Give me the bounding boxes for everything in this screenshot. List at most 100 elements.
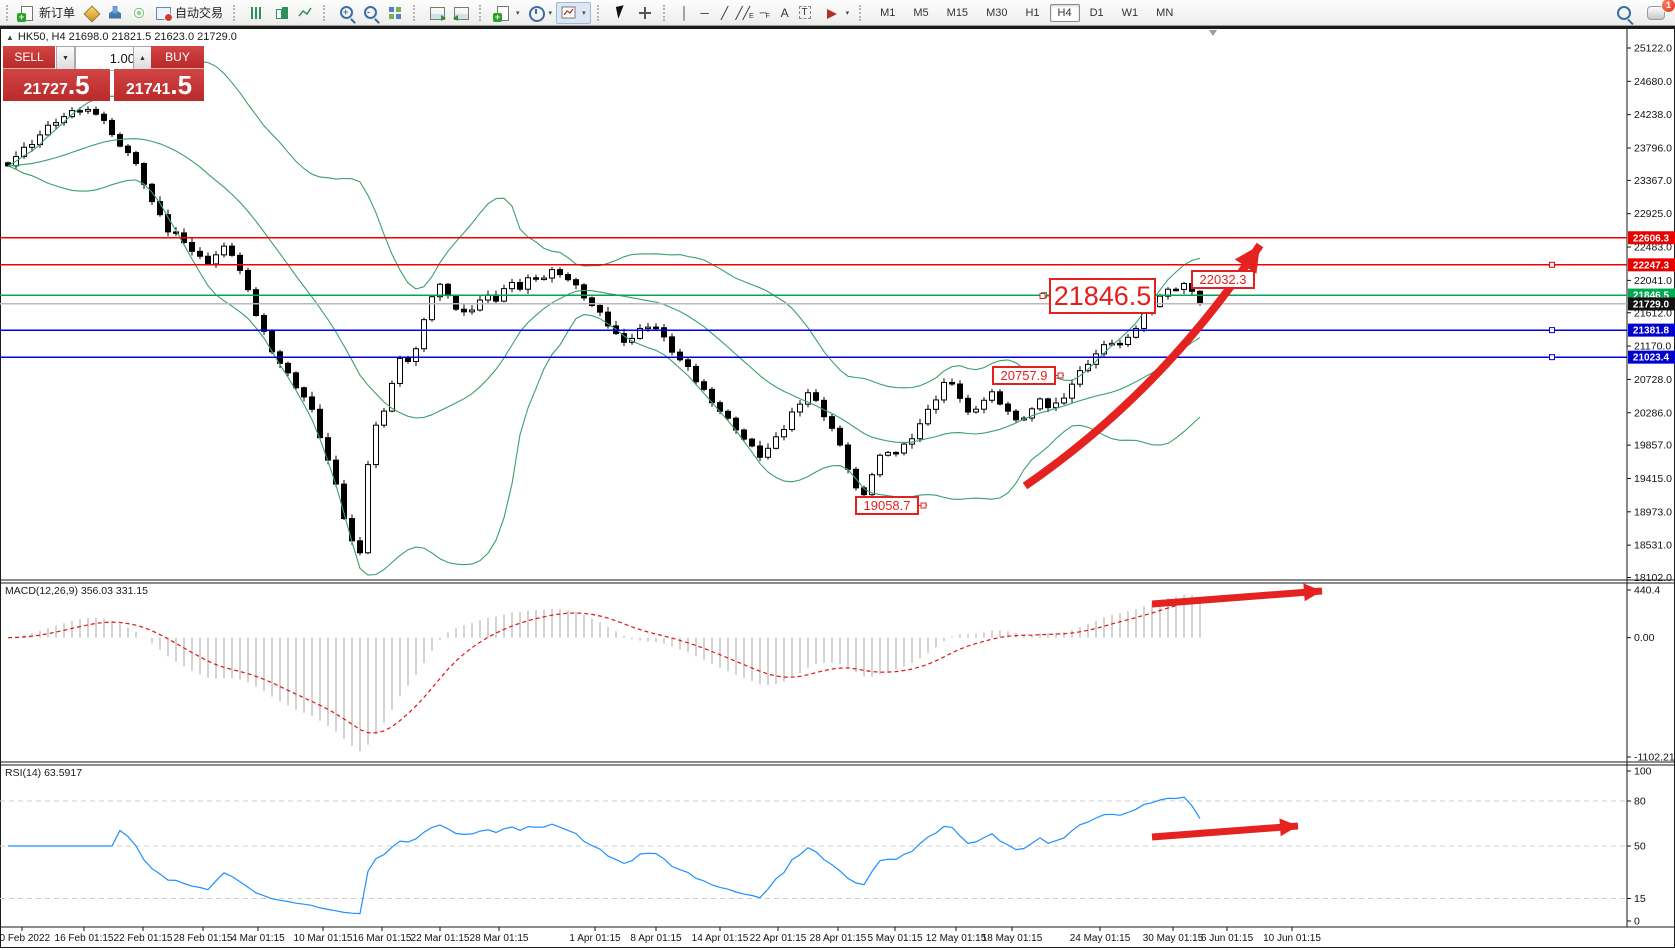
price-trend-arrowhead[interactable]	[1234, 245, 1260, 274]
svg-text:22041.0: 22041.0	[1634, 275, 1672, 287]
equidistant-channel-subscript: E	[748, 12, 754, 20]
crosshair-icon	[637, 5, 653, 21]
text-button[interactable]: A	[775, 3, 795, 22]
svg-text:1 Apr 01:15: 1 Apr 01:15	[569, 933, 621, 944]
svg-text:24680.0: 24680.0	[1634, 76, 1672, 88]
arrow-objects-button[interactable]: ▾	[821, 3, 854, 23]
svg-text:16 Mar 01:15: 16 Mar 01:15	[353, 933, 412, 944]
timeframe-H1[interactable]: H1	[1025, 6, 1040, 19]
text-label-icon: T	[798, 6, 811, 19]
buy-button[interactable]: BUY	[151, 46, 204, 69]
new-chart-icon: +	[493, 5, 511, 22]
bar-chart-button[interactable]	[245, 3, 269, 23]
zoom-out-button[interactable]: -	[359, 3, 383, 23]
tile-windows-button[interactable]	[383, 3, 407, 23]
svg-text:-1102.21: -1102.21	[1634, 752, 1675, 764]
svg-text:5 May 01:15: 5 May 01:15	[867, 933, 922, 944]
chart-shift-marker[interactable]	[1209, 30, 1217, 36]
price-annotation-20757[interactable]: 20757.9	[992, 366, 1056, 385]
axis-tag-21729.0	[1628, 297, 1675, 311]
new-order-button[interactable]: + 新订单	[15, 2, 79, 23]
fibonacci-retracement-button[interactable]: ┄ F	[755, 3, 775, 22]
collapse-panel-arrow[interactable]: ▲	[6, 33, 14, 42]
svg-text:19857.0: 19857.0	[1634, 440, 1672, 452]
buy-price[interactable]: 21741.5	[114, 69, 204, 101]
zoom-out-icon: -	[363, 5, 379, 21]
level-lines[interactable]	[0, 237, 1627, 361]
auto-scroll-button[interactable]	[425, 3, 449, 23]
trendline-button[interactable]: ╱	[715, 3, 735, 22]
horizontal-line-button[interactable]: ─	[695, 3, 715, 22]
volume-decrease-button[interactable]: ▼	[56, 46, 75, 70]
template-icon	[561, 5, 577, 21]
signals-button[interactable]	[127, 3, 151, 23]
profile-button[interactable]	[103, 3, 127, 23]
macd-trend-arrowhead[interactable]	[1303, 583, 1322, 602]
svg-text:0: 0	[1634, 916, 1640, 928]
sell-price[interactable]: 21727.5	[3, 69, 110, 101]
timeframe-M1[interactable]: M1	[880, 6, 896, 19]
zoom-in-button[interactable]: +	[335, 3, 359, 23]
svg-text:24238.0: 24238.0	[1634, 109, 1672, 121]
volume-input[interactable]	[75, 46, 144, 71]
line-chart-button[interactable]	[293, 3, 317, 23]
price-annotation-21846[interactable]: 21846.5	[1049, 278, 1156, 314]
macd-signal-line	[7, 600, 1201, 734]
equidistant-channel-button[interactable]: ╱╱ E	[735, 3, 755, 22]
price-axis[interactable]: 25122.0 24680.0 24238.0 23796.0 23367.0 22925…	[1627, 43, 1675, 585]
timeframe-D1[interactable]: D1	[1089, 6, 1104, 19]
svg-text:20728.0: 20728.0	[1634, 374, 1672, 386]
timeframe-H4[interactable]: H4	[1049, 3, 1080, 22]
period-button[interactable]: ▾	[524, 3, 557, 23]
svg-text:28 Feb 01:15: 28 Feb 01:15	[174, 933, 233, 944]
toolbar-grip	[479, 4, 485, 21]
search-button[interactable]	[1613, 4, 1635, 22]
crosshair-button[interactable]	[633, 3, 657, 23]
rsi-trend-arrow[interactable]	[1151, 822, 1299, 841]
rsi-label: RSI(14) 63.5917	[5, 767, 83, 779]
symbol-info: HK50, H4 21698.0 21821.5 21623.0 21729.0	[17, 31, 237, 43]
timeframe-M5[interactable]: M5	[913, 6, 929, 19]
timeframe-M15[interactable]: M15	[946, 6, 969, 19]
rsi-trend-arrowhead[interactable]	[1279, 818, 1298, 837]
toolbar-grip	[323, 4, 329, 21]
horizontal-line-icon: ─	[700, 5, 709, 20]
svg-text:28 Apr 01:15: 28 Apr 01:15	[810, 933, 867, 944]
timeframe-MN[interactable]: MN	[1156, 6, 1174, 19]
svg-text:30 May 01:15: 30 May 01:15	[1143, 933, 1204, 944]
new-chart-button[interactable]: + ▾	[491, 3, 524, 23]
auto-scroll-icon	[429, 5, 447, 21]
sell-button[interactable]: SELL	[3, 46, 55, 69]
text-label-button[interactable]: T	[795, 3, 815, 22]
notifications-button[interactable]: 1	[1643, 0, 1675, 22]
autotrading-button[interactable]: 自动交易	[151, 2, 227, 23]
timeframe-W1[interactable]: W1	[1121, 6, 1139, 19]
svg-text:15: 15	[1634, 893, 1646, 905]
vertical-line-icon: │	[680, 5, 689, 20]
equidistant-channel-icon: ╱╱	[735, 5, 750, 20]
candlestick-series	[5, 106, 1203, 556]
svg-text:14 Apr 01:15: 14 Apr 01:15	[692, 933, 749, 944]
annotation-handle	[1039, 293, 1046, 299]
window-border	[0, 26, 1675, 28]
template-button[interactable]: ▾	[556, 1, 591, 24]
fibonacci-retracement-subscript: F	[765, 12, 770, 20]
price-annotation-22032[interactable]: 22032.3	[1191, 270, 1255, 289]
volume-increase-button[interactable]: ▲	[133, 46, 152, 70]
macd-trend-arrow[interactable]	[1151, 587, 1323, 608]
svg-text:23796.0: 23796.0	[1634, 143, 1672, 155]
svg-text:22925.0: 22925.0	[1634, 208, 1672, 220]
svg-text:21729.0: 21729.0	[1633, 299, 1670, 310]
svg-text:10 Jun 01:15: 10 Jun 01:15	[1263, 933, 1321, 944]
text-icon: A	[780, 5, 789, 20]
toolbar: + 新订单 自动交易 + -	[0, 0, 1675, 26]
svg-text:24 May 01:15: 24 May 01:15	[1070, 933, 1131, 944]
timeframe-M30[interactable]: M30	[986, 6, 1008, 19]
candlestick-chart-button[interactable]	[269, 3, 293, 23]
price-annotation-19058[interactable]: 19058.7	[855, 496, 919, 515]
vertical-line-button[interactable]: │	[675, 3, 695, 22]
zoom-in-icon: +	[339, 5, 355, 21]
svg-text:12 May 01:15: 12 May 01:15	[926, 933, 987, 944]
